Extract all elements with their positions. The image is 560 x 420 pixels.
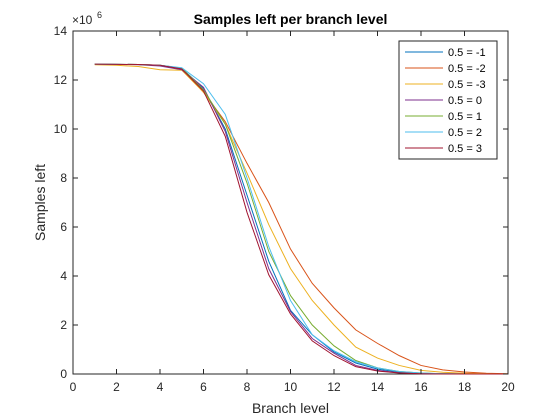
y-tick-label-7: 14 xyxy=(54,24,68,38)
y-exponent: ×10 6 xyxy=(72,10,102,27)
series-line-2 xyxy=(94,64,509,375)
x-axis-label: Branch level xyxy=(252,400,329,416)
legend-item-6: 0.5 = 3 xyxy=(405,143,482,155)
ticks-layer: 0 2 4 6 8 10 12 14 16 18 20 0 2 4 6 8 10 12 14 xyxy=(54,24,515,394)
x-tick-label-5: 10 xyxy=(284,380,298,394)
legend-label-6: 0.5 = 3 xyxy=(448,143,482,155)
y-tick-label-0: 0 xyxy=(60,367,67,381)
legend-label-5: 0.5 = 2 xyxy=(448,127,482,139)
legend-label-1: 0.5 = -2 xyxy=(448,63,486,75)
y-tick-label-6: 12 xyxy=(54,73,68,87)
y-tick-label-3: 6 xyxy=(60,220,67,234)
series-line-6 xyxy=(94,63,508,375)
legend-item-4: 0.5 = 1 xyxy=(405,111,482,123)
legend-item-5: 0.5 = 2 xyxy=(405,127,482,139)
legend-item-1: 0.5 = -2 xyxy=(405,63,486,75)
legend-item-0: 0.5 = -1 xyxy=(405,47,486,59)
x-tick-label-1: 2 xyxy=(113,380,120,394)
x-tick-label-4: 8 xyxy=(244,380,251,394)
legend-items: 0.5 = -1 0.5 = -2 0.5 = -3 0.5 = 0 0.5 = 1 0.… xyxy=(405,47,486,155)
x-tick-label-2: 4 xyxy=(157,380,164,394)
legend-item-3: 0.5 = 0 xyxy=(405,95,482,107)
chart-title: Samples left per branch level xyxy=(194,11,388,27)
x-tick-label-3: 6 xyxy=(200,380,207,394)
y-axis-label: Samples left xyxy=(32,164,48,241)
x-tick-label-10: 20 xyxy=(501,380,515,394)
y-tick-label-1: 2 xyxy=(60,318,67,332)
y-exponent-power: 6 xyxy=(97,10,102,20)
y-tick-label-2: 4 xyxy=(60,269,67,283)
y-tick-label-5: 10 xyxy=(54,122,68,136)
x-tick-label-0: 0 xyxy=(70,380,77,394)
x-tick-label-8: 16 xyxy=(414,380,428,394)
legend-item-2: 0.5 = -3 xyxy=(405,79,486,91)
legend-label-0: 0.5 = -1 xyxy=(448,47,486,59)
y-exponent-base: ×10 xyxy=(72,13,93,27)
legend-label-4: 0.5 = 1 xyxy=(448,111,482,123)
legend-label-2: 0.5 = -3 xyxy=(448,79,486,91)
x-tick-label-7: 14 xyxy=(371,380,385,394)
y-tick-label-4: 8 xyxy=(60,171,67,185)
lines-layer xyxy=(94,63,509,375)
legend-label-3: 0.5 = 0 xyxy=(448,95,482,107)
x-tick-label-9: 18 xyxy=(458,380,472,394)
legend: 0.5 = -1 0.5 = -2 0.5 = -3 0.5 = 0 0.5 = 1 0.… xyxy=(398,40,498,160)
x-tick-label-6: 12 xyxy=(327,380,341,394)
